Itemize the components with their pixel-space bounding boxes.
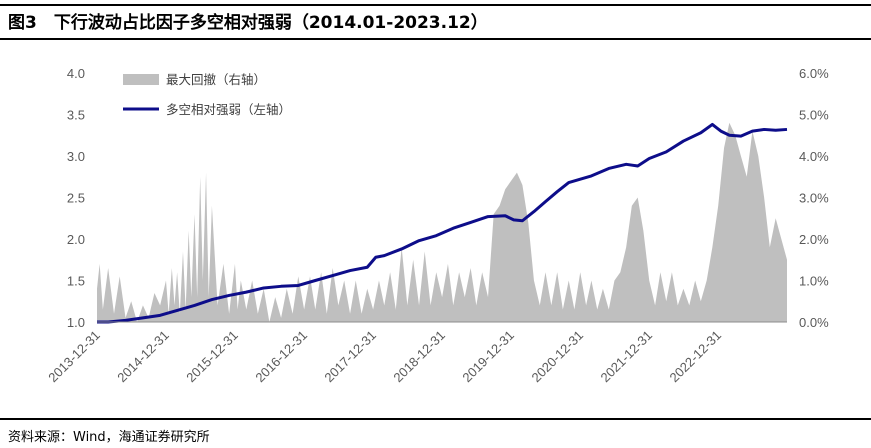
left-y-tick-label: 1.5 — [67, 274, 85, 289]
left-y-tick-label: 2.5 — [67, 191, 85, 206]
right-y-tick-label: 4.0% — [799, 149, 829, 164]
x-tick-label: 2022-12-31 — [667, 328, 725, 386]
bottom-rule — [0, 418, 871, 420]
legend-swatch-drawdown — [123, 74, 159, 85]
x-tick-label: 2021-12-31 — [598, 328, 656, 386]
left-y-tick-label: 4.0 — [67, 66, 85, 81]
chart-svg: 1.0 1.5 2.0 2.5 3.0 3.5 4.0 0.0% 1.0% 2.0% 3.0% 4.0… — [45, 66, 829, 385]
title-underline — [0, 38, 871, 40]
right-y-tick-label: 1.0% — [799, 274, 829, 289]
left-y-tick-label: 1.0 — [67, 315, 85, 330]
x-tick-label: 2020-12-31 — [529, 328, 587, 386]
chart-title: 图3 下行波动占比因子多空相对强弱（2014.01-2023.12） — [8, 13, 488, 33]
source-note: 资料来源：Wind，海通证券研究所 — [8, 430, 210, 445]
right-y-tick-label: 2.0% — [799, 232, 829, 247]
legend-label-drawdown: 最大回撤（右轴） — [166, 72, 266, 87]
x-tick-label: 2013-12-31 — [45, 328, 103, 386]
x-tick-label: 2016-12-31 — [252, 328, 310, 386]
right-y-tick-label: 0.0% — [799, 315, 829, 330]
x-tick-label: 2017-12-31 — [321, 328, 379, 386]
legend: 最大回撤（右轴） 多空相对强弱（左轴） — [123, 72, 291, 117]
x-tick-label: 2019-12-31 — [459, 328, 517, 386]
right-y-tick-label: 6.0% — [799, 66, 829, 81]
right-y-tick-label: 5.0% — [799, 108, 829, 123]
drawdown-area-layer — [97, 122, 787, 322]
left-y-tick-label: 2.0 — [67, 232, 85, 247]
strength-line — [97, 122, 788, 324]
legend-label-strength: 多空相对强弱（左轴） — [166, 102, 291, 117]
top-rule — [0, 4, 871, 6]
strength-line-layer — [97, 122, 788, 324]
right-y-tick-label: 3.0% — [799, 191, 829, 206]
x-tick-label: 2015-12-31 — [183, 328, 241, 386]
x-tick-label: 2018-12-31 — [390, 328, 448, 386]
x-tick-label: 2014-12-31 — [114, 328, 172, 386]
left-y-tick-label: 3.0 — [67, 149, 85, 164]
axis-layer: 1.0 1.5 2.0 2.5 3.0 3.5 4.0 0.0% 1.0% 2.0% 3.0% 4.0… — [45, 66, 829, 385]
drawdown-area — [97, 122, 787, 322]
left-y-tick-label: 3.5 — [67, 108, 85, 123]
